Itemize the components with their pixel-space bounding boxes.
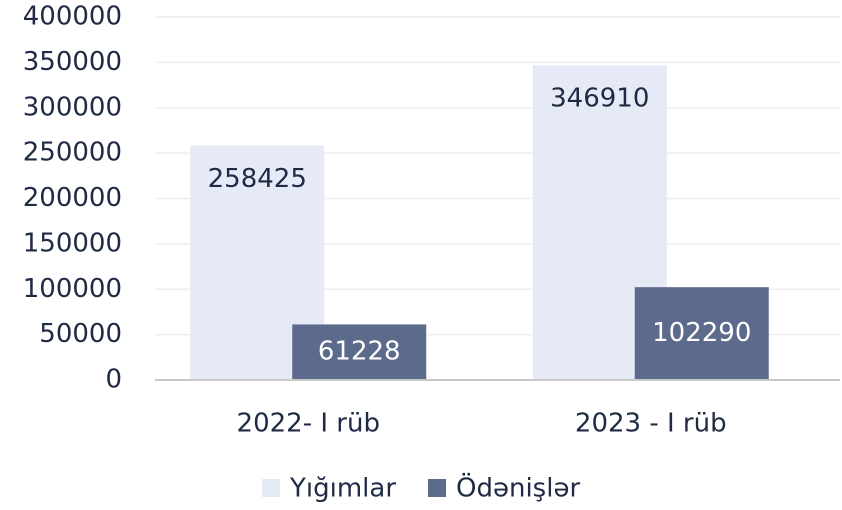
y-tick-label: 350000 [23, 47, 122, 77]
data-label: 258425 [208, 164, 307, 194]
y-tick-label: 400000 [23, 2, 122, 32]
bar [634, 287, 769, 380]
x-tick-label: 2023 - I rüb [575, 409, 727, 439]
legend-swatch [428, 479, 447, 497]
bar [292, 324, 427, 380]
y-tick-label: 300000 [23, 92, 122, 122]
x-tick-label: 2022- I rüb [237, 409, 380, 439]
legend-label: Ödənişlər [456, 472, 580, 504]
data-label: 346910 [550, 84, 649, 114]
y-tick-label: 50000 [39, 319, 122, 349]
y-tick-label: 100000 [23, 274, 122, 304]
y-tick-label: 250000 [23, 138, 122, 168]
data-label: 61228 [318, 337, 401, 367]
y-tick-label: 0 [105, 365, 122, 395]
data-label: 102290 [652, 318, 751, 348]
y-tick-label: 200000 [23, 183, 122, 213]
legend-swatch [262, 479, 280, 497]
legend-label: Yığımlar [289, 474, 396, 504]
y-tick-label: 150000 [23, 228, 122, 258]
